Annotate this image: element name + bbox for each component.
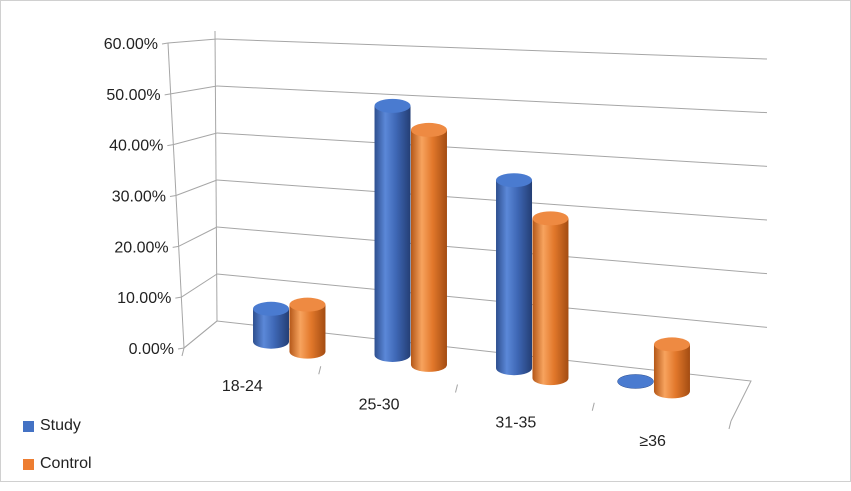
y-tick-mark — [172, 245, 179, 248]
bar-study-2 — [374, 98, 411, 362]
legend-item-control: Control — [23, 453, 92, 475]
bar-body — [289, 304, 326, 359]
y-axis-ticks: 0.00% 10.00% 20.00% 30.00% 40.00% 50.00% 60.00… — [104, 36, 185, 358]
bar-control-3 — [532, 211, 569, 386]
bar-top — [532, 211, 569, 226]
legend: Study Control — [23, 415, 92, 491]
y-tick-label: 50.00% — [106, 87, 160, 104]
side-gridline — [167, 38, 218, 44]
x-tick-mark — [181, 347, 185, 357]
y-tick-label: 40.00% — [109, 138, 163, 155]
y-tick-mark — [175, 296, 182, 299]
bar-top — [496, 173, 533, 188]
x-tick-label: 25-30 — [359, 396, 400, 413]
x-tick-label: 18-24 — [222, 378, 263, 395]
x-tick-mark — [591, 402, 595, 411]
bar-body — [253, 308, 290, 349]
bar-top — [617, 374, 654, 389]
side-gridline — [183, 320, 218, 349]
back-gridline — [216, 85, 768, 114]
back-gridline — [216, 38, 768, 60]
x-tick-mark — [318, 366, 322, 375]
bar-control-1 — [289, 297, 326, 359]
side-gridline — [175, 179, 218, 196]
x-tick-mark — [455, 384, 458, 393]
bar-study-3 — [496, 173, 533, 376]
x-tick-label: 31-35 — [495, 415, 536, 432]
x-tick-label: ≥36 — [639, 433, 666, 450]
side-gridline — [181, 273, 218, 298]
back-gridline — [216, 179, 768, 221]
y-tick-label: 30.00% — [112, 189, 166, 206]
bar-control-4 — [653, 337, 690, 399]
x-tick-mark — [728, 420, 732, 430]
legend-label-study: Study — [40, 417, 81, 434]
y-tick-label: 0.00% — [129, 341, 174, 358]
bar-top — [374, 98, 411, 113]
back-gridline — [216, 273, 768, 328]
gridlines — [167, 38, 768, 349]
bar-body — [532, 218, 569, 386]
bar-study-4 — [617, 374, 654, 389]
bar-top — [289, 297, 326, 312]
bar-top — [653, 337, 690, 352]
y-tick-mark — [161, 42, 169, 45]
back-gridline — [216, 226, 768, 275]
legend-swatch-control — [23, 458, 34, 470]
bar-top — [410, 122, 447, 137]
back-left-edge — [214, 30, 218, 322]
bar-body — [496, 180, 533, 376]
y-tick-label: 10.00% — [117, 290, 171, 307]
side-gridline — [173, 132, 218, 146]
y-tick-label: 20.00% — [114, 239, 168, 256]
y-tick-label: 60.00% — [104, 36, 158, 53]
y-tick-mark — [167, 144, 174, 147]
legend-swatch-study — [23, 420, 34, 432]
back-gridline — [216, 132, 768, 167]
y-tick-mark — [177, 347, 185, 350]
chart-plot: 0.00% 10.00% 20.00% 30.00% 40.00% 50.00% 60.00… — [104, 30, 768, 450]
bar-control-2 — [410, 122, 447, 372]
y-tick-mark — [169, 195, 177, 197]
bars — [253, 98, 690, 399]
bar-body — [653, 344, 690, 399]
side-gridline — [170, 85, 218, 95]
bar-study-1 — [253, 301, 290, 349]
y-tick-mark — [164, 93, 171, 96]
x-axis-ticks: 18-24 25-30 31-35 ≥36 — [181, 347, 732, 450]
bar-top — [253, 301, 290, 316]
legend-label-control: Control — [40, 455, 92, 472]
legend-item-study: Study — [23, 415, 92, 437]
bar-body — [374, 105, 411, 362]
bar-body — [410, 129, 447, 372]
side-gridline — [178, 226, 218, 247]
